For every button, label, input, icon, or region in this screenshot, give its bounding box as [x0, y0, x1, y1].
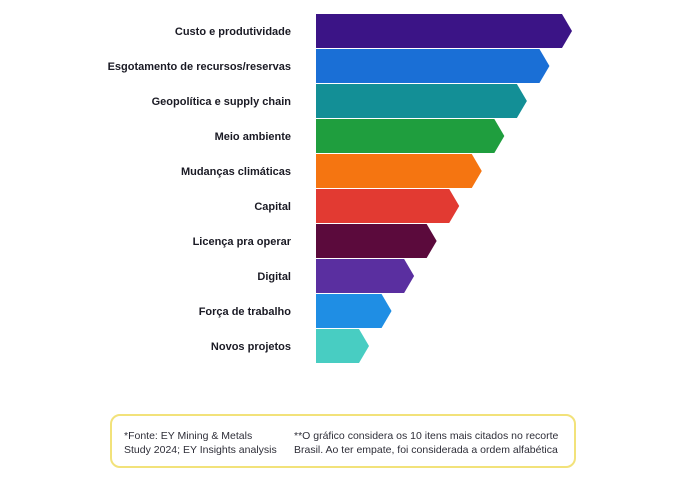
- bar-3: [316, 84, 527, 118]
- bar-4: [316, 119, 505, 153]
- bar-6: [316, 189, 460, 223]
- bar-10: [316, 329, 369, 363]
- bar-5: [316, 154, 482, 188]
- bar-1: [316, 14, 572, 48]
- category-label-2: Esgotamento de recursos/reservas: [108, 61, 291, 73]
- ranking-bar-chart: Custo e produtividade Esgotamento de recu…: [108, 14, 572, 363]
- footnote-box: *Fonte: EY Mining & Metals Study 2024; E…: [110, 414, 576, 468]
- category-label-1: Custo e produtividade: [175, 26, 291, 38]
- category-label-6: Capital: [254, 201, 291, 213]
- category-label-3: Geopolítica e supply chain: [152, 96, 292, 108]
- bar-8: [316, 259, 415, 293]
- category-label-4: Meio ambiente: [215, 131, 291, 143]
- category-label-5: Mudanças climáticas: [181, 166, 291, 178]
- bar-9: [316, 294, 392, 328]
- bar-2: [316, 49, 550, 83]
- category-label-8: Digital: [257, 271, 291, 283]
- footnote-note: **O gráfico considera os 10 itens mais c…: [294, 430, 559, 456]
- footnote-source: *Fonte: EY Mining & Metals Study 2024; E…: [124, 430, 277, 456]
- category-label-7: Licença pra operar: [193, 236, 292, 248]
- bar-7: [316, 224, 437, 258]
- category-label-9: Força de trabalho: [199, 306, 292, 318]
- category-label-10: Novos projetos: [211, 341, 291, 353]
